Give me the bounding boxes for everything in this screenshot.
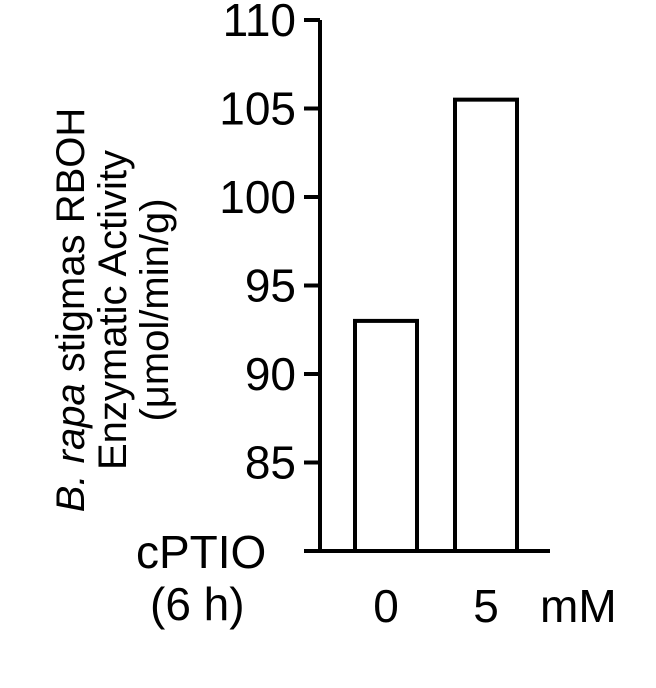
y-tick-label: 95	[245, 260, 296, 312]
bar	[353, 318, 419, 553]
bars	[353, 97, 519, 554]
x-tick-label: 0	[373, 580, 399, 632]
y-tick-label: 90	[245, 348, 296, 400]
y-axis-label: B. rapa stigmas RBOH Enzymatic Activity …	[49, 108, 177, 513]
y-tick-label: 105	[219, 83, 296, 135]
y-axis-label-line1: stigmas RBOH	[49, 108, 93, 384]
x-treatment-duration: (6 h)	[150, 578, 245, 630]
y-tick-label: 100	[219, 171, 296, 223]
y-axis-ticks: 85 90 95 100 105 110	[219, 0, 320, 489]
y-axis-label-species: B. rapa	[49, 383, 93, 512]
y-axis-label-line3: (μmol/min/g)	[133, 198, 177, 421]
bar	[453, 97, 519, 554]
x-tick-label: 5	[473, 580, 499, 632]
svg-text:B. rapa stigmas RBOH: B. rapa stigmas RBOH	[49, 108, 93, 513]
y-axis-label-line2: Enzymatic Activity	[91, 150, 135, 470]
x-treatment-label: cPTIO	[136, 526, 266, 578]
y-tick-label: 110	[223, 0, 296, 46]
x-unit-label: mM	[540, 580, 617, 632]
y-tick-label: 85	[245, 437, 296, 489]
